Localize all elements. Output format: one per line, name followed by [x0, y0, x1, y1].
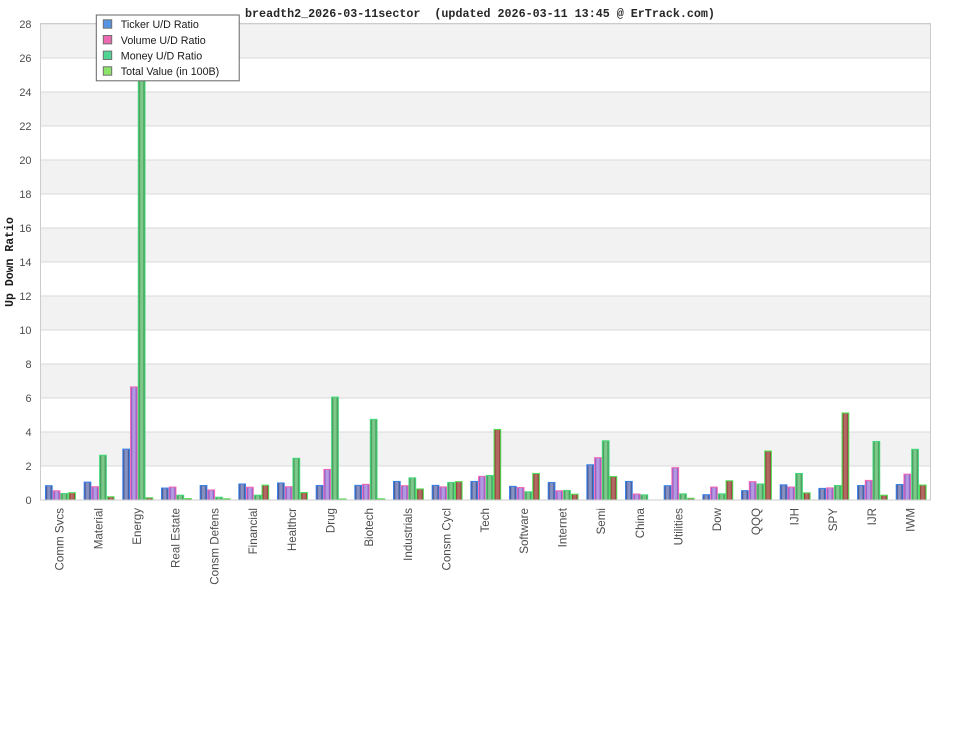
svg-text:Up Down Ratio: Up Down Ratio: [4, 217, 17, 307]
svg-text:IWM: IWM: [905, 508, 918, 532]
svg-text:QQQ: QQQ: [750, 508, 763, 535]
svg-text:26: 26: [19, 53, 31, 65]
svg-text:2: 2: [25, 461, 31, 473]
svg-text:12: 12: [19, 291, 31, 303]
svg-text:Ticker U/D Ratio: Ticker U/D Ratio: [121, 19, 199, 31]
svg-text:18: 18: [19, 189, 31, 201]
svg-text:28: 28: [19, 19, 31, 31]
svg-text:Real Estate: Real Estate: [170, 508, 183, 568]
svg-text:4: 4: [25, 427, 31, 439]
svg-text:Healthcr: Healthcr: [286, 508, 299, 551]
svg-text:IJH: IJH: [789, 508, 802, 525]
svg-text:Consm Defens: Consm Defens: [208, 508, 221, 585]
svg-text:10: 10: [19, 325, 31, 337]
svg-text:Internet: Internet: [556, 507, 569, 547]
svg-text:Consm Cycl: Consm Cycl: [440, 508, 453, 571]
svg-text:8: 8: [25, 359, 31, 371]
svg-text:24: 24: [19, 87, 31, 99]
svg-text:Dow: Dow: [711, 507, 724, 531]
svg-text:Utilities: Utilities: [672, 508, 685, 546]
svg-text:Volume U/D Ratio: Volume U/D Ratio: [121, 35, 206, 47]
svg-text:IJR: IJR: [866, 508, 879, 525]
svg-text:6: 6: [25, 393, 31, 405]
svg-text:Software: Software: [518, 508, 531, 554]
svg-text:Drug: Drug: [324, 508, 337, 533]
svg-text:SPY: SPY: [827, 508, 840, 531]
svg-text:Industrials: Industrials: [402, 508, 415, 561]
svg-text:0: 0: [25, 495, 31, 507]
svg-text:20: 20: [19, 155, 31, 167]
svg-text:Biotech: Biotech: [363, 508, 376, 547]
svg-text:Financial: Financial: [247, 508, 260, 554]
svg-text:Semi: Semi: [595, 508, 608, 534]
svg-text:14: 14: [19, 257, 31, 269]
svg-text:Energy: Energy: [131, 508, 144, 545]
svg-text:22: 22: [19, 121, 31, 133]
svg-text:16: 16: [19, 223, 31, 235]
svg-text:Tech: Tech: [479, 508, 492, 533]
svg-text:breadth2_2026-03-11sector (up: breadth2_2026-03-11sector (updated 2026-…: [245, 7, 715, 21]
svg-text:Total Value (in 100B): Total Value (in 100B): [121, 66, 219, 78]
svg-text:Comm Svcs: Comm Svcs: [54, 508, 67, 571]
svg-text:Material: Material: [92, 508, 105, 549]
svg-text:China: China: [634, 507, 647, 538]
svg-text:Money U/D Ratio: Money U/D Ratio: [121, 50, 202, 62]
